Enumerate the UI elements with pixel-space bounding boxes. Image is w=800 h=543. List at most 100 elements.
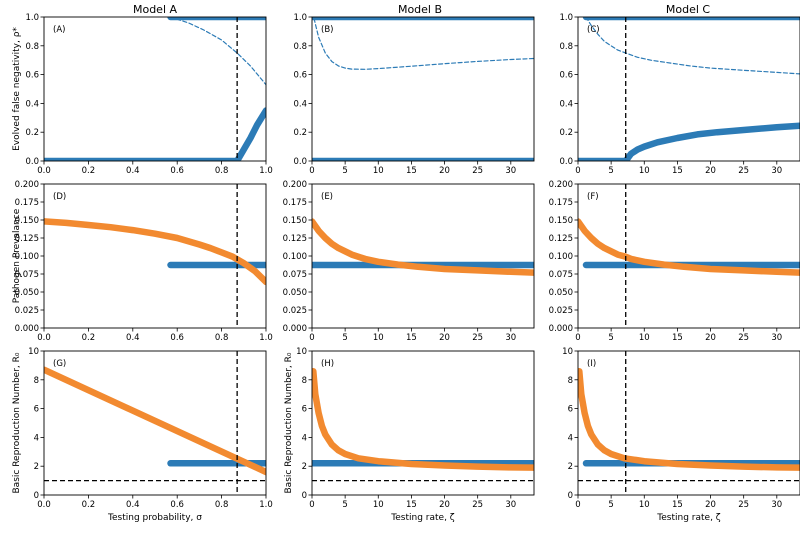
- panel-3-plot-area: [578, 17, 800, 161]
- panel-1-xtick-label: 0.4: [126, 166, 140, 176]
- panel-6-series-orange-curve: [578, 218, 800, 276]
- panel-6-xtick-label: 15: [672, 333, 683, 343]
- panel-6-ytick-label: 0.200: [549, 180, 573, 190]
- panel-2-ytick-label: 0.6: [293, 71, 307, 81]
- panel-5-xtick-label: 5: [342, 333, 347, 343]
- panel-2-xtick-label: 25: [472, 166, 483, 176]
- panel-6-xtick-label: 20: [705, 333, 716, 343]
- panel-1-ytick-label: 0.8: [25, 42, 39, 52]
- panel-7-ytick-label: 8: [34, 376, 39, 386]
- panel-5-xtick-label: 15: [406, 333, 417, 343]
- panel-9-xtick-label: 25: [738, 500, 749, 510]
- panel-9-series-orange-curve: [578, 367, 800, 471]
- panel-7-ytick-label: 6: [34, 405, 39, 415]
- panel-3-xtick-label: 5: [608, 166, 613, 176]
- panel-3-series-unstable: [585, 17, 800, 75]
- panel-6-ytick-label: 0.000: [549, 324, 573, 334]
- panel-9-ytick-label: 4: [568, 433, 573, 443]
- column-title-model-b: Model B: [398, 3, 442, 16]
- panel-4-series-orange-curve: [44, 218, 266, 286]
- panel-4-xtick-label: 0.8: [215, 333, 229, 343]
- panel-1-group: 0.0 0.2 0.4 0.6 0.8 1.0 0.0 0.2 0.4 0.6 0.8 1.0 (A) E…: [12, 13, 273, 176]
- panel-5-xtick-label: 0: [309, 333, 314, 343]
- panel-3-ytick-label: 0.0: [559, 157, 573, 167]
- panel-3-group: 0 5 10 15 20 25 30 0.0 0.2 0.4 0.6 0.8 1.0 (C): [559, 13, 800, 176]
- panel-2-frame: [311, 16, 535, 162]
- panel-5-xtick-label: 10: [373, 333, 384, 343]
- panel-9-xtick-label: 5: [608, 500, 613, 510]
- panel-6-xtick-label: 25: [738, 333, 749, 343]
- panel-1-ytick-label: 0.0: [25, 157, 39, 167]
- panel-6-ytick-label: 0.175: [549, 198, 573, 208]
- panel-2-xtick-label: 15: [406, 166, 417, 176]
- panel-3-xtick-label: 30: [771, 166, 782, 176]
- panel-6-plot-area: [578, 184, 800, 328]
- panel-4-ytick-label: 0.100: [15, 252, 39, 262]
- panel-4-ytick-label: 0.000: [15, 324, 39, 334]
- panel-7-plot-area: [44, 351, 266, 495]
- panel-5-ytick-label: 0.200: [283, 180, 307, 190]
- panel-6-panel-label: (F): [587, 192, 599, 202]
- panel-4-xtick-label: 0.0: [37, 333, 51, 343]
- panel-8-ytick-label: 10: [296, 347, 307, 357]
- panel-3-xtick-label: 15: [672, 166, 683, 176]
- panel-8-plot-area: [312, 367, 534, 482]
- panel-5-plot-area: [312, 218, 534, 276]
- panel-6-ytick-label: 0.025: [549, 306, 573, 316]
- panel-1-y-axis-label: Evolved false negativity, ρ*: [12, 27, 22, 151]
- panel-5-ytick-label: 0.025: [283, 306, 307, 316]
- panel-9-plot-area: [578, 351, 800, 495]
- panel-8-group: 0 5 10 15 20 25 30 0 2 4 6 8 10 (H) Testing rate, ζ Bas…: [284, 347, 535, 523]
- panel-4-xtick-label: 0.4: [126, 333, 140, 343]
- panel-6-xtick-label: 10: [639, 333, 650, 343]
- panel-8-frame: [311, 350, 535, 496]
- panel-6-ytick-label: 0.075: [549, 270, 573, 280]
- panel-4-xtick-label: 0.6: [170, 333, 184, 343]
- panel-9-panel-label: (I): [587, 359, 596, 369]
- panel-4-ytick-label: 0.125: [15, 234, 39, 244]
- panel-1-frame: [43, 16, 267, 162]
- panel-3-ytick-label: 0.6: [559, 71, 573, 81]
- panel-5-frame: [311, 183, 535, 329]
- panel-4-panel-label: (D): [53, 192, 66, 202]
- panel-7-ytick-label: 2: [34, 462, 39, 472]
- panel-3-series-stable-interior: [622, 122, 800, 161]
- panel-1-ytick-label: 0.4: [25, 99, 39, 109]
- panel-8-panel-label: (H): [321, 359, 334, 369]
- panel-9-ytick-label: 8: [568, 376, 573, 386]
- panel-5-ytick-label: 0.075: [283, 270, 307, 280]
- panel-7-group: 0.0 0.2 0.4 0.6 0.8 1.0 0 2 4 6 8 10 (G) Testing prob…: [12, 347, 273, 523]
- panel-9-xtick-label: 10: [639, 500, 650, 510]
- panel-9-group: 0 5 10 15 20 25 30 0 2 4 6 8 10 (I) Testing rate, ζ: [562, 347, 800, 523]
- panel-8-y-axis-label: Basic Reproduction Number, R₀: [284, 352, 294, 493]
- panel-1-panel-label: (A): [53, 25, 65, 35]
- panel-1-xtick-label: 0.8: [215, 166, 229, 176]
- panel-7-frame: [43, 350, 267, 496]
- panel-6-ytick-label: 0.050: [549, 288, 573, 298]
- panel-5-panel-label: (E): [321, 192, 333, 202]
- panel-5-group: 0 5 10 15 20 25 30 0.000 0.025 0.050 0.075 0.100 0.1…: [283, 180, 535, 343]
- panel-9-ytick-label: 10: [562, 347, 573, 357]
- panel-3-frame: [577, 16, 800, 162]
- panel-7-ytick-label: 0: [34, 491, 39, 501]
- panel-8-ytick-label: 2: [302, 462, 307, 472]
- panel-2-xtick-label: 5: [342, 166, 347, 176]
- panel-2-ytick-label: 0.0: [293, 157, 307, 167]
- panel-6-xtick-label: 30: [771, 333, 782, 343]
- panel-8-ytick-label: 4: [302, 433, 307, 443]
- panel-9-xtick-label: 0: [575, 500, 580, 510]
- panel-7-xtick-label: 0.0: [37, 500, 51, 510]
- panel-9-ytick-label: 6: [568, 405, 573, 415]
- panel-3-xtick-label: 25: [738, 166, 749, 176]
- panel-1-ytick-label: 0.2: [25, 128, 39, 138]
- panel-9-ytick-label: 2: [568, 462, 573, 472]
- panel-5-ytick-label: 0.125: [283, 234, 307, 244]
- panel-7-xtick-label: 1.0: [259, 500, 273, 510]
- panel-5-ytick-label: 0.050: [283, 288, 307, 298]
- panel-4-plot-area: [44, 184, 266, 328]
- panel-1-xtick-label: 1.0: [259, 166, 273, 176]
- panel-9-ytick-label: 0: [568, 491, 573, 501]
- panel-9-xtick-label: 30: [771, 500, 782, 510]
- panel-2-xtick-label: 20: [439, 166, 450, 176]
- panel-8-ytick-label: 6: [302, 405, 307, 415]
